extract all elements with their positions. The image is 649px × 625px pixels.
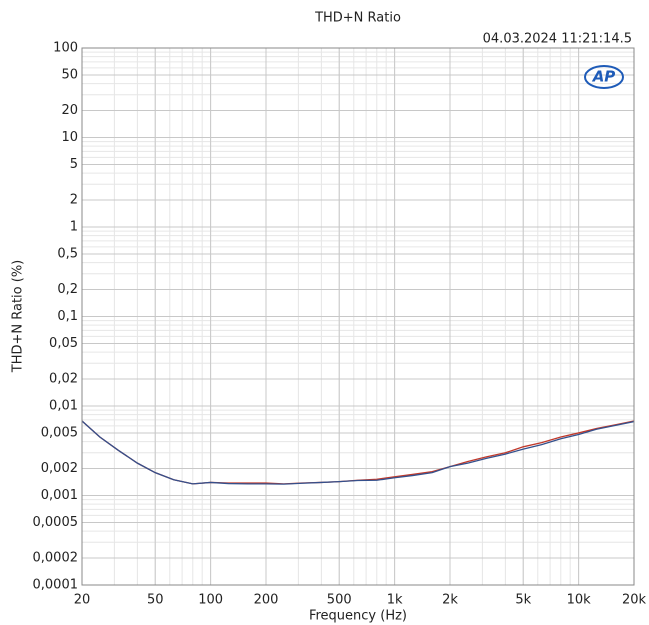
y-tick-label: 5 (70, 157, 78, 172)
y-tick-label: 20 (61, 103, 78, 118)
y-tick-label: 100 (53, 41, 78, 56)
y-tick-label: 0,005 (41, 425, 78, 440)
y-tick-label: 10 (61, 130, 78, 145)
x-tick-label: 50 (147, 593, 164, 608)
logo-ring (584, 65, 624, 89)
y-tick-label: 0,002 (41, 461, 78, 476)
x-axis-label: Frequency (Hz) (309, 609, 407, 624)
x-tick-label: 20k (622, 593, 647, 608)
x-tick-label: 1k (387, 593, 403, 608)
y-tick-label: 2 (70, 193, 78, 208)
y-tick-label: 0,02 (49, 372, 78, 387)
x-tick-label: 2k (442, 593, 458, 608)
x-tick-label: 200 (254, 593, 279, 608)
plot-frame (81, 47, 635, 586)
y-tick-label: 50 (61, 67, 78, 82)
x-tick-label: 500 (327, 593, 352, 608)
x-tick-label: 10k (567, 593, 592, 608)
y-tick-label: 0,2 (57, 282, 78, 297)
y-tick-label: 0,0002 (33, 551, 79, 566)
y-tick-label: 0,001 (41, 488, 78, 503)
y-tick-label: 0,0005 (33, 515, 79, 530)
chart-title: THD+N Ratio (314, 11, 401, 26)
y-tick-label: 0,5 (57, 246, 78, 261)
lines (81, 420, 635, 485)
x-tick-label: 20 (74, 593, 91, 608)
y-tick-label: 0,01 (49, 399, 78, 414)
timestamp: 04.03.2024 11:21:14.5 (483, 32, 632, 47)
logo: AP (592, 68, 616, 86)
y-tick-label: 0,0001 (33, 578, 79, 593)
y-tick-label: 0,1 (57, 309, 78, 324)
y-tick-label: 1 (70, 220, 78, 235)
grid (81, 47, 635, 586)
series-line (81, 420, 635, 485)
x-tick-label: 5k (515, 593, 531, 608)
y-axis-label: THD+N Ratio (%) (11, 260, 26, 373)
y-tick-label: 0,05 (49, 336, 78, 351)
x-tick-label: 100 (198, 593, 223, 608)
